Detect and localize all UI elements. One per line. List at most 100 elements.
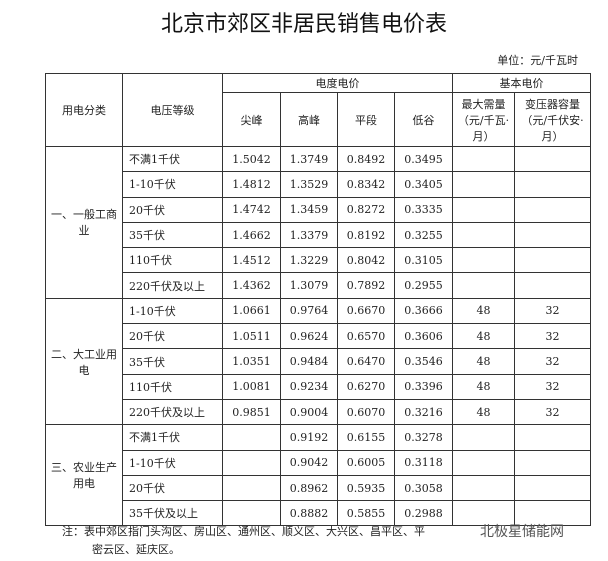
table-row: 1-10千伏 1.4812 1.3529 0.8342 0.3405 bbox=[46, 171, 591, 198]
max-demand-cell: 48 bbox=[452, 398, 515, 426]
voltage-cell: 20千伏 bbox=[122, 474, 223, 502]
header-row: 用电分类 电压等级 电度电价 基本电价 bbox=[45, 73, 591, 147]
transformer-cell bbox=[514, 272, 591, 299]
category-cell: 一、一般工商业 bbox=[45, 146, 123, 299]
voltage-cell: 不满1千伏 bbox=[122, 424, 223, 451]
header-valley: 低谷 bbox=[394, 92, 453, 147]
peak-cell bbox=[222, 449, 281, 476]
valley-cell: 0.3396 bbox=[394, 373, 453, 400]
high-cell: 0.8882 bbox=[280, 500, 338, 527]
flat-cell: 0.6070 bbox=[337, 398, 395, 426]
peak-cell: 1.0661 bbox=[222, 297, 281, 325]
header-high: 高峰 bbox=[280, 92, 338, 147]
header-transformer: 变压器容量（元/千伏安·月） bbox=[514, 92, 591, 147]
table-row: 20千伏 1.0511 0.9624 0.6570 0.3606 48 32 bbox=[46, 323, 591, 350]
peak-cell: 1.4812 bbox=[222, 171, 281, 198]
transformer-cell: 32 bbox=[514, 297, 591, 325]
page-title: 北京市郊区非居民销售电价表 bbox=[160, 12, 447, 37]
table-row: 35千伏 1.4662 1.3379 0.8192 0.3255 bbox=[46, 221, 591, 249]
peak-cell bbox=[222, 500, 281, 527]
voltage-cell: 1-10千伏 bbox=[122, 297, 223, 325]
category-cell: 三、农业生产用电 bbox=[45, 424, 123, 527]
voltage-cell: 110千伏 bbox=[122, 247, 223, 274]
max-demand-cell bbox=[452, 449, 515, 476]
category-cell: 二、大工业用电 bbox=[45, 297, 123, 426]
max-demand-cell bbox=[452, 272, 515, 299]
high-cell: 0.9042 bbox=[280, 449, 338, 476]
header-voltage: 电压等级 bbox=[122, 73, 223, 147]
max-demand-cell bbox=[452, 171, 515, 198]
table-row: 20千伏 0.8962 0.5935 0.3058 bbox=[46, 474, 591, 502]
high-cell: 0.9764 bbox=[280, 297, 338, 325]
valley-cell: 0.2955 bbox=[394, 272, 453, 299]
table-row: 1-10千伏 0.9042 0.6005 0.3118 bbox=[46, 449, 591, 476]
flat-cell: 0.6155 bbox=[337, 424, 395, 451]
header-category: 用电分类 bbox=[45, 73, 123, 147]
table-row: 35千伏及以上 0.8882 0.5855 0.2988 bbox=[46, 500, 591, 527]
transformer-cell bbox=[514, 145, 591, 173]
flat-cell: 0.8342 bbox=[337, 171, 395, 198]
transformer-cell: 32 bbox=[514, 373, 591, 400]
valley-cell: 0.3606 bbox=[394, 323, 453, 350]
valley-cell: 0.3335 bbox=[394, 196, 453, 223]
flat-cell: 0.7892 bbox=[337, 272, 395, 299]
voltage-cell: 35千伏 bbox=[122, 348, 223, 375]
high-cell: 1.3459 bbox=[280, 196, 338, 223]
table-row: 110千伏 1.4512 1.3229 0.8042 0.3105 bbox=[46, 247, 591, 274]
table-row: 二、大工业用电 1-10千伏 1.0661 0.9764 0.6670 0.3666 48 3… bbox=[45, 297, 591, 426]
table-row: 三、农业生产用电 不满1千伏 0.9192 0.6155 0.3278 bbox=[45, 424, 591, 527]
high-cell: 0.8962 bbox=[280, 474, 338, 502]
high-cell: 0.9484 bbox=[280, 348, 338, 375]
max-demand-cell bbox=[452, 474, 515, 502]
flat-cell: 0.6005 bbox=[337, 449, 395, 476]
voltage-cell: 1-10千伏 bbox=[122, 449, 223, 476]
flat-cell: 0.8042 bbox=[337, 247, 395, 274]
voltage-cell: 1-10千伏 bbox=[122, 171, 223, 198]
transformer-cell bbox=[514, 196, 591, 223]
voltage-cell: 20千伏 bbox=[122, 323, 223, 350]
table-row: 220千伏及以上 0.9851 0.9004 0.6070 0.3216 48 32 bbox=[46, 398, 591, 426]
header-max-demand: 最大需量（元/千瓦·月） bbox=[452, 92, 515, 147]
high-cell: 1.3229 bbox=[280, 247, 338, 274]
valley-cell: 0.3495 bbox=[394, 145, 453, 173]
header-basic-price: 基本电价 bbox=[452, 73, 591, 93]
header-flat: 平段 bbox=[337, 92, 395, 147]
peak-cell: 1.4512 bbox=[222, 247, 281, 274]
note-line-1: 注：表中郊区指门头沟区、房山区、通州区、顺义区、大兴区、昌平区、平 bbox=[62, 525, 425, 538]
peak-cell bbox=[222, 424, 281, 451]
voltage-cell: 220千伏及以上 bbox=[122, 398, 223, 426]
table-row: 一、一般工商业 不满1千伏 1.5042 1.3749 0.8492 0.3495 bbox=[45, 145, 591, 299]
transformer-cell bbox=[514, 474, 591, 502]
watermark-logo: 北极星储能网 bbox=[480, 524, 564, 540]
valley-cell: 0.3666 bbox=[394, 297, 453, 325]
valley-cell: 0.3118 bbox=[394, 449, 453, 476]
transformer-cell: 32 bbox=[514, 323, 591, 350]
flat-cell: 0.8272 bbox=[337, 196, 395, 223]
voltage-cell: 220千伏及以上 bbox=[122, 272, 223, 299]
peak-cell: 1.0081 bbox=[222, 373, 281, 400]
unit-label: 单位：元/千瓦时 bbox=[497, 54, 578, 67]
flat-cell: 0.8492 bbox=[337, 145, 395, 173]
table-row: 110千伏 1.0081 0.9234 0.6270 0.3396 48 32 bbox=[46, 373, 591, 400]
valley-cell: 0.3278 bbox=[394, 424, 453, 451]
table-row: 220千伏及以上 1.4362 1.3079 0.7892 0.2955 bbox=[46, 272, 591, 299]
table-row: 35千伏 1.0351 0.9484 0.6470 0.3546 48 32 bbox=[46, 348, 591, 375]
high-cell: 0.9004 bbox=[280, 398, 338, 426]
high-cell: 0.9234 bbox=[280, 373, 338, 400]
voltage-cell: 110千伏 bbox=[122, 373, 223, 400]
footnote: 注：表中郊区指门头沟区、房山区、通州区、顺义区、大兴区、昌平区、平 密云区、延庆… bbox=[62, 523, 425, 559]
transformer-cell bbox=[514, 221, 591, 249]
peak-cell: 0.9851 bbox=[222, 398, 281, 426]
max-demand-cell: 48 bbox=[452, 297, 515, 325]
peak-cell bbox=[222, 474, 281, 502]
high-cell: 0.9192 bbox=[280, 424, 338, 451]
transformer-cell bbox=[514, 171, 591, 198]
peak-cell: 1.4362 bbox=[222, 272, 281, 299]
flat-cell: 0.6470 bbox=[337, 348, 395, 375]
high-cell: 1.3749 bbox=[280, 145, 338, 173]
transformer-cell bbox=[514, 424, 591, 451]
valley-cell: 0.3058 bbox=[394, 474, 453, 502]
max-demand-cell bbox=[452, 500, 515, 527]
max-demand-cell: 48 bbox=[452, 323, 515, 350]
max-demand-cell bbox=[452, 247, 515, 274]
